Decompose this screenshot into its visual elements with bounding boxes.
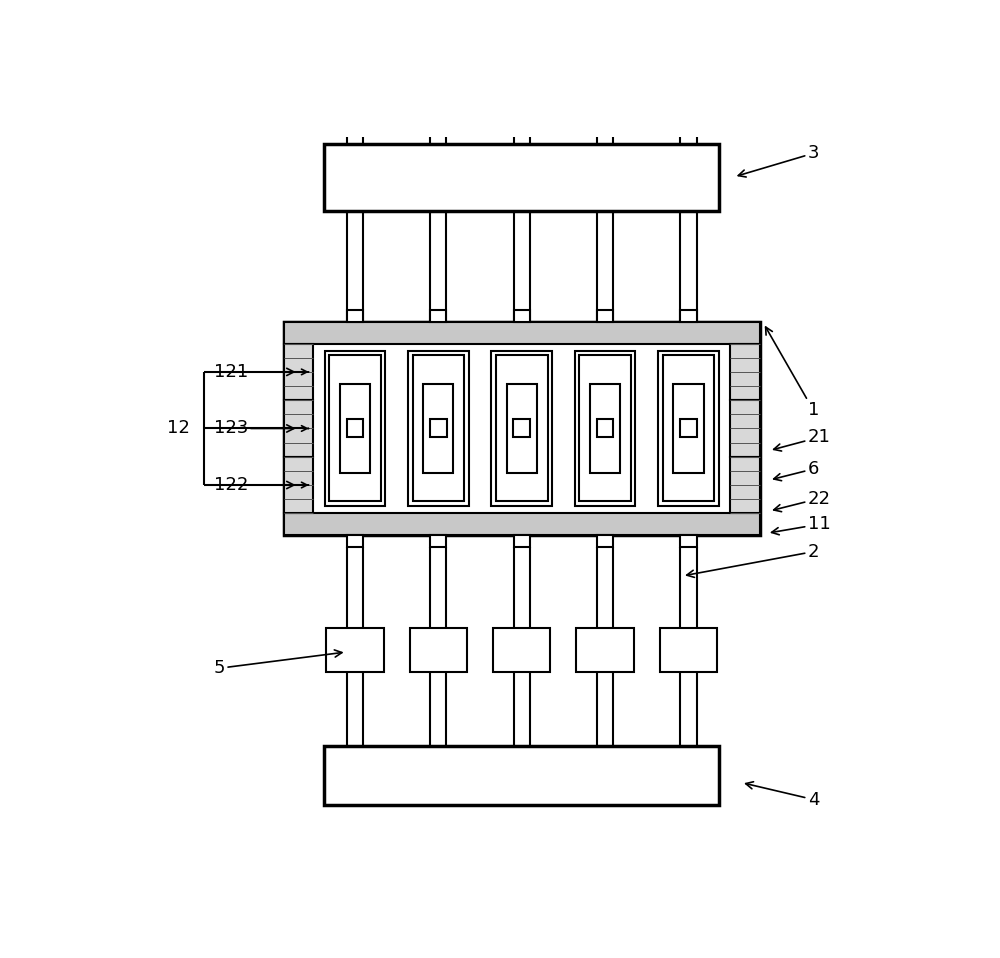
Bar: [430, 309, 446, 322]
Bar: [493, 627, 550, 672]
Bar: [347, 536, 363, 547]
Bar: [284, 322, 760, 344]
Bar: [514, 536, 530, 547]
Bar: [491, 351, 552, 506]
Bar: [324, 745, 719, 805]
Bar: [575, 351, 635, 506]
Text: 1: 1: [766, 327, 819, 419]
Bar: [347, 309, 363, 322]
Bar: [576, 627, 634, 672]
Bar: [660, 627, 717, 672]
Bar: [284, 344, 313, 400]
Bar: [597, 309, 613, 322]
Bar: [408, 351, 469, 506]
Bar: [514, 309, 530, 322]
Bar: [680, 309, 697, 322]
Bar: [284, 322, 760, 536]
Bar: [284, 513, 760, 536]
Text: 22: 22: [774, 490, 831, 512]
Bar: [513, 420, 530, 438]
Text: 6: 6: [774, 460, 819, 481]
Text: 2: 2: [687, 542, 819, 578]
Bar: [496, 355, 548, 501]
Bar: [597, 420, 613, 438]
Bar: [423, 383, 453, 473]
Text: 4: 4: [746, 782, 819, 809]
Bar: [326, 627, 384, 672]
Text: 12: 12: [167, 420, 190, 438]
Bar: [324, 145, 719, 211]
Bar: [730, 400, 760, 457]
Bar: [410, 627, 467, 672]
Text: 11: 11: [772, 515, 830, 535]
Bar: [507, 383, 537, 473]
Bar: [730, 344, 760, 400]
Bar: [284, 457, 313, 513]
Bar: [730, 457, 760, 513]
Text: 121: 121: [214, 363, 294, 381]
Bar: [673, 383, 704, 473]
Bar: [590, 383, 620, 473]
Bar: [597, 536, 613, 547]
Bar: [413, 355, 464, 501]
Text: 3: 3: [738, 145, 819, 177]
Bar: [579, 355, 631, 501]
Bar: [329, 355, 381, 501]
Bar: [680, 420, 697, 438]
Bar: [430, 420, 447, 438]
Bar: [340, 383, 370, 473]
Bar: [430, 536, 446, 547]
Bar: [284, 400, 313, 457]
Bar: [663, 355, 714, 501]
Bar: [658, 351, 719, 506]
Text: 5: 5: [214, 650, 342, 677]
Bar: [325, 351, 385, 506]
Bar: [680, 536, 697, 547]
Text: 123: 123: [214, 420, 294, 438]
Bar: [347, 420, 363, 438]
Text: 21: 21: [774, 428, 830, 451]
Text: 122: 122: [214, 476, 294, 494]
